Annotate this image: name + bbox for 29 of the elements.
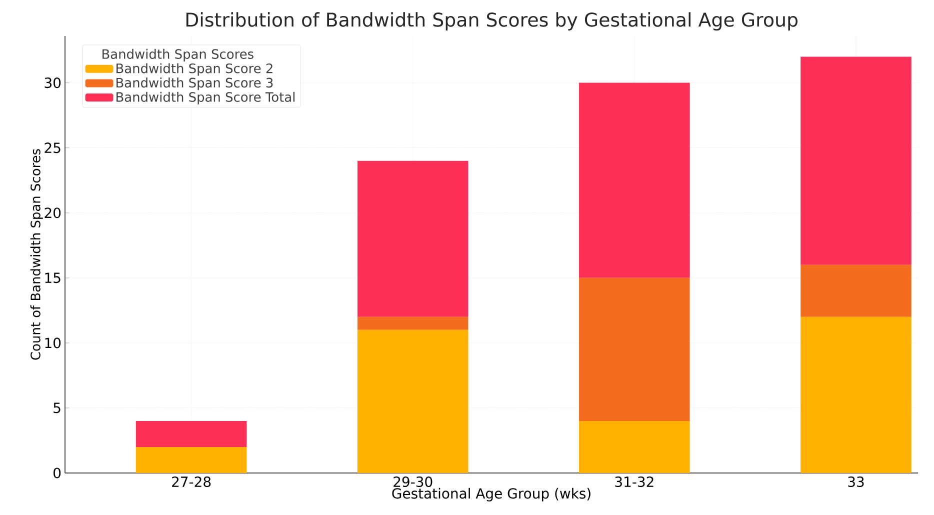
legend-label: Bandwidth Span Score 2 xyxy=(116,63,272,76)
chart-title: Distribution of Bandwidth Span Scores by Gestational Age Group xyxy=(186,12,798,30)
bar xyxy=(136,446,247,473)
x-axis-title: Gestational Age Group (wks) xyxy=(392,488,590,502)
x-tick-label: 29-30 xyxy=(394,476,432,488)
bar xyxy=(357,316,468,330)
y-tick-label: 25 xyxy=(44,142,60,154)
x-tick-label: 33 xyxy=(848,476,864,488)
legend-title: Bandwidth Span Scores xyxy=(102,48,254,62)
bar xyxy=(800,316,912,473)
bar xyxy=(579,420,690,473)
y-axis-title: Count of Bandwidth Span Scores xyxy=(30,149,43,360)
bar xyxy=(800,56,912,265)
bar xyxy=(357,330,468,473)
y-tick-label: 20 xyxy=(44,208,61,218)
x-tick-label: 31-32 xyxy=(615,476,654,488)
y-tick-label: 10 xyxy=(45,338,61,348)
y-tick-label: 5 xyxy=(54,402,60,414)
y-tick-label: 0 xyxy=(54,468,61,478)
x-tick-label: 27-28 xyxy=(172,476,211,488)
bar xyxy=(800,264,912,317)
legend-label: Bandwidth Span Score Total xyxy=(116,92,294,104)
legend-label: Bandwidth Span Score 3 xyxy=(116,78,273,90)
y-tick-label: 30 xyxy=(44,78,61,88)
bar xyxy=(579,278,690,421)
bar xyxy=(579,82,690,278)
bar xyxy=(136,420,247,447)
bar xyxy=(357,160,468,317)
y-tick-label: 15 xyxy=(45,272,60,284)
